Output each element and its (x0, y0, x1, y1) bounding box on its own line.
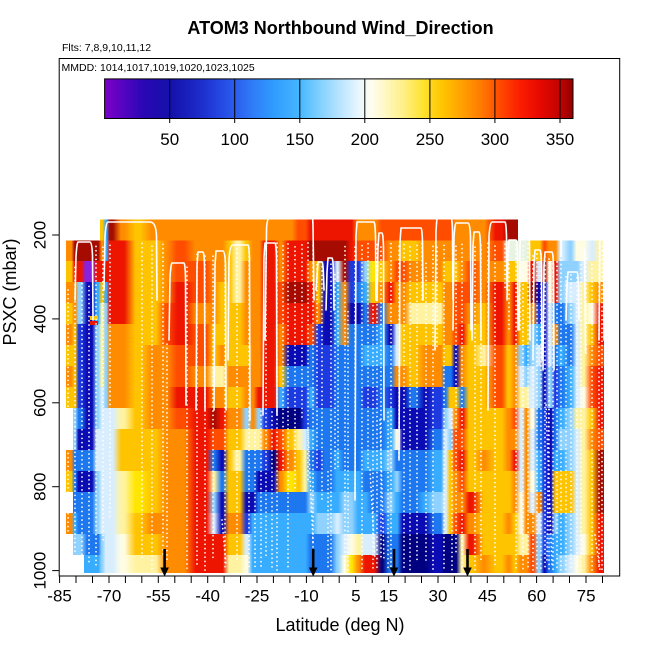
svg-text:600: 600 (31, 389, 50, 417)
svg-text:-70: -70 (97, 587, 122, 606)
svg-text:800: 800 (31, 473, 50, 501)
svg-text:50: 50 (160, 130, 179, 149)
svg-text:-55: -55 (146, 587, 171, 606)
svg-text:PSXC (mbar): PSXC (mbar) (0, 238, 20, 345)
svg-text:200: 200 (31, 221, 50, 249)
svg-text:150: 150 (286, 130, 314, 149)
svg-text:ATOM3 Northbound Wind_Directio: ATOM3 Northbound Wind_Direction (187, 18, 493, 38)
svg-text:15: 15 (379, 587, 398, 606)
svg-text:30: 30 (429, 587, 448, 606)
svg-text:400: 400 (31, 305, 50, 333)
svg-text:1000: 1000 (31, 552, 50, 590)
svg-text:-40: -40 (195, 587, 220, 606)
svg-text:250: 250 (416, 130, 444, 149)
svg-text:Latitude (deg N): Latitude (deg N) (275, 615, 404, 635)
svg-text:300: 300 (481, 130, 509, 149)
svg-text:200: 200 (351, 130, 379, 149)
svg-text:100: 100 (221, 130, 249, 149)
svg-text:350: 350 (546, 130, 574, 149)
svg-text:75: 75 (577, 587, 596, 606)
svg-text:45: 45 (478, 587, 497, 606)
svg-text:-25: -25 (245, 587, 270, 606)
svg-text:5: 5 (351, 587, 360, 606)
svg-text:60: 60 (527, 587, 546, 606)
svg-text:MMDD: 1014,1017,1019,1020,1023: MMDD: 1014,1017,1019,1020,1023,1025 (62, 62, 255, 74)
svg-text:-85: -85 (47, 587, 72, 606)
svg-text:Flts: 7,8,9,10,11,12: Flts: 7,8,9,10,11,12 (62, 42, 151, 54)
svg-text:-10: -10 (294, 587, 319, 606)
